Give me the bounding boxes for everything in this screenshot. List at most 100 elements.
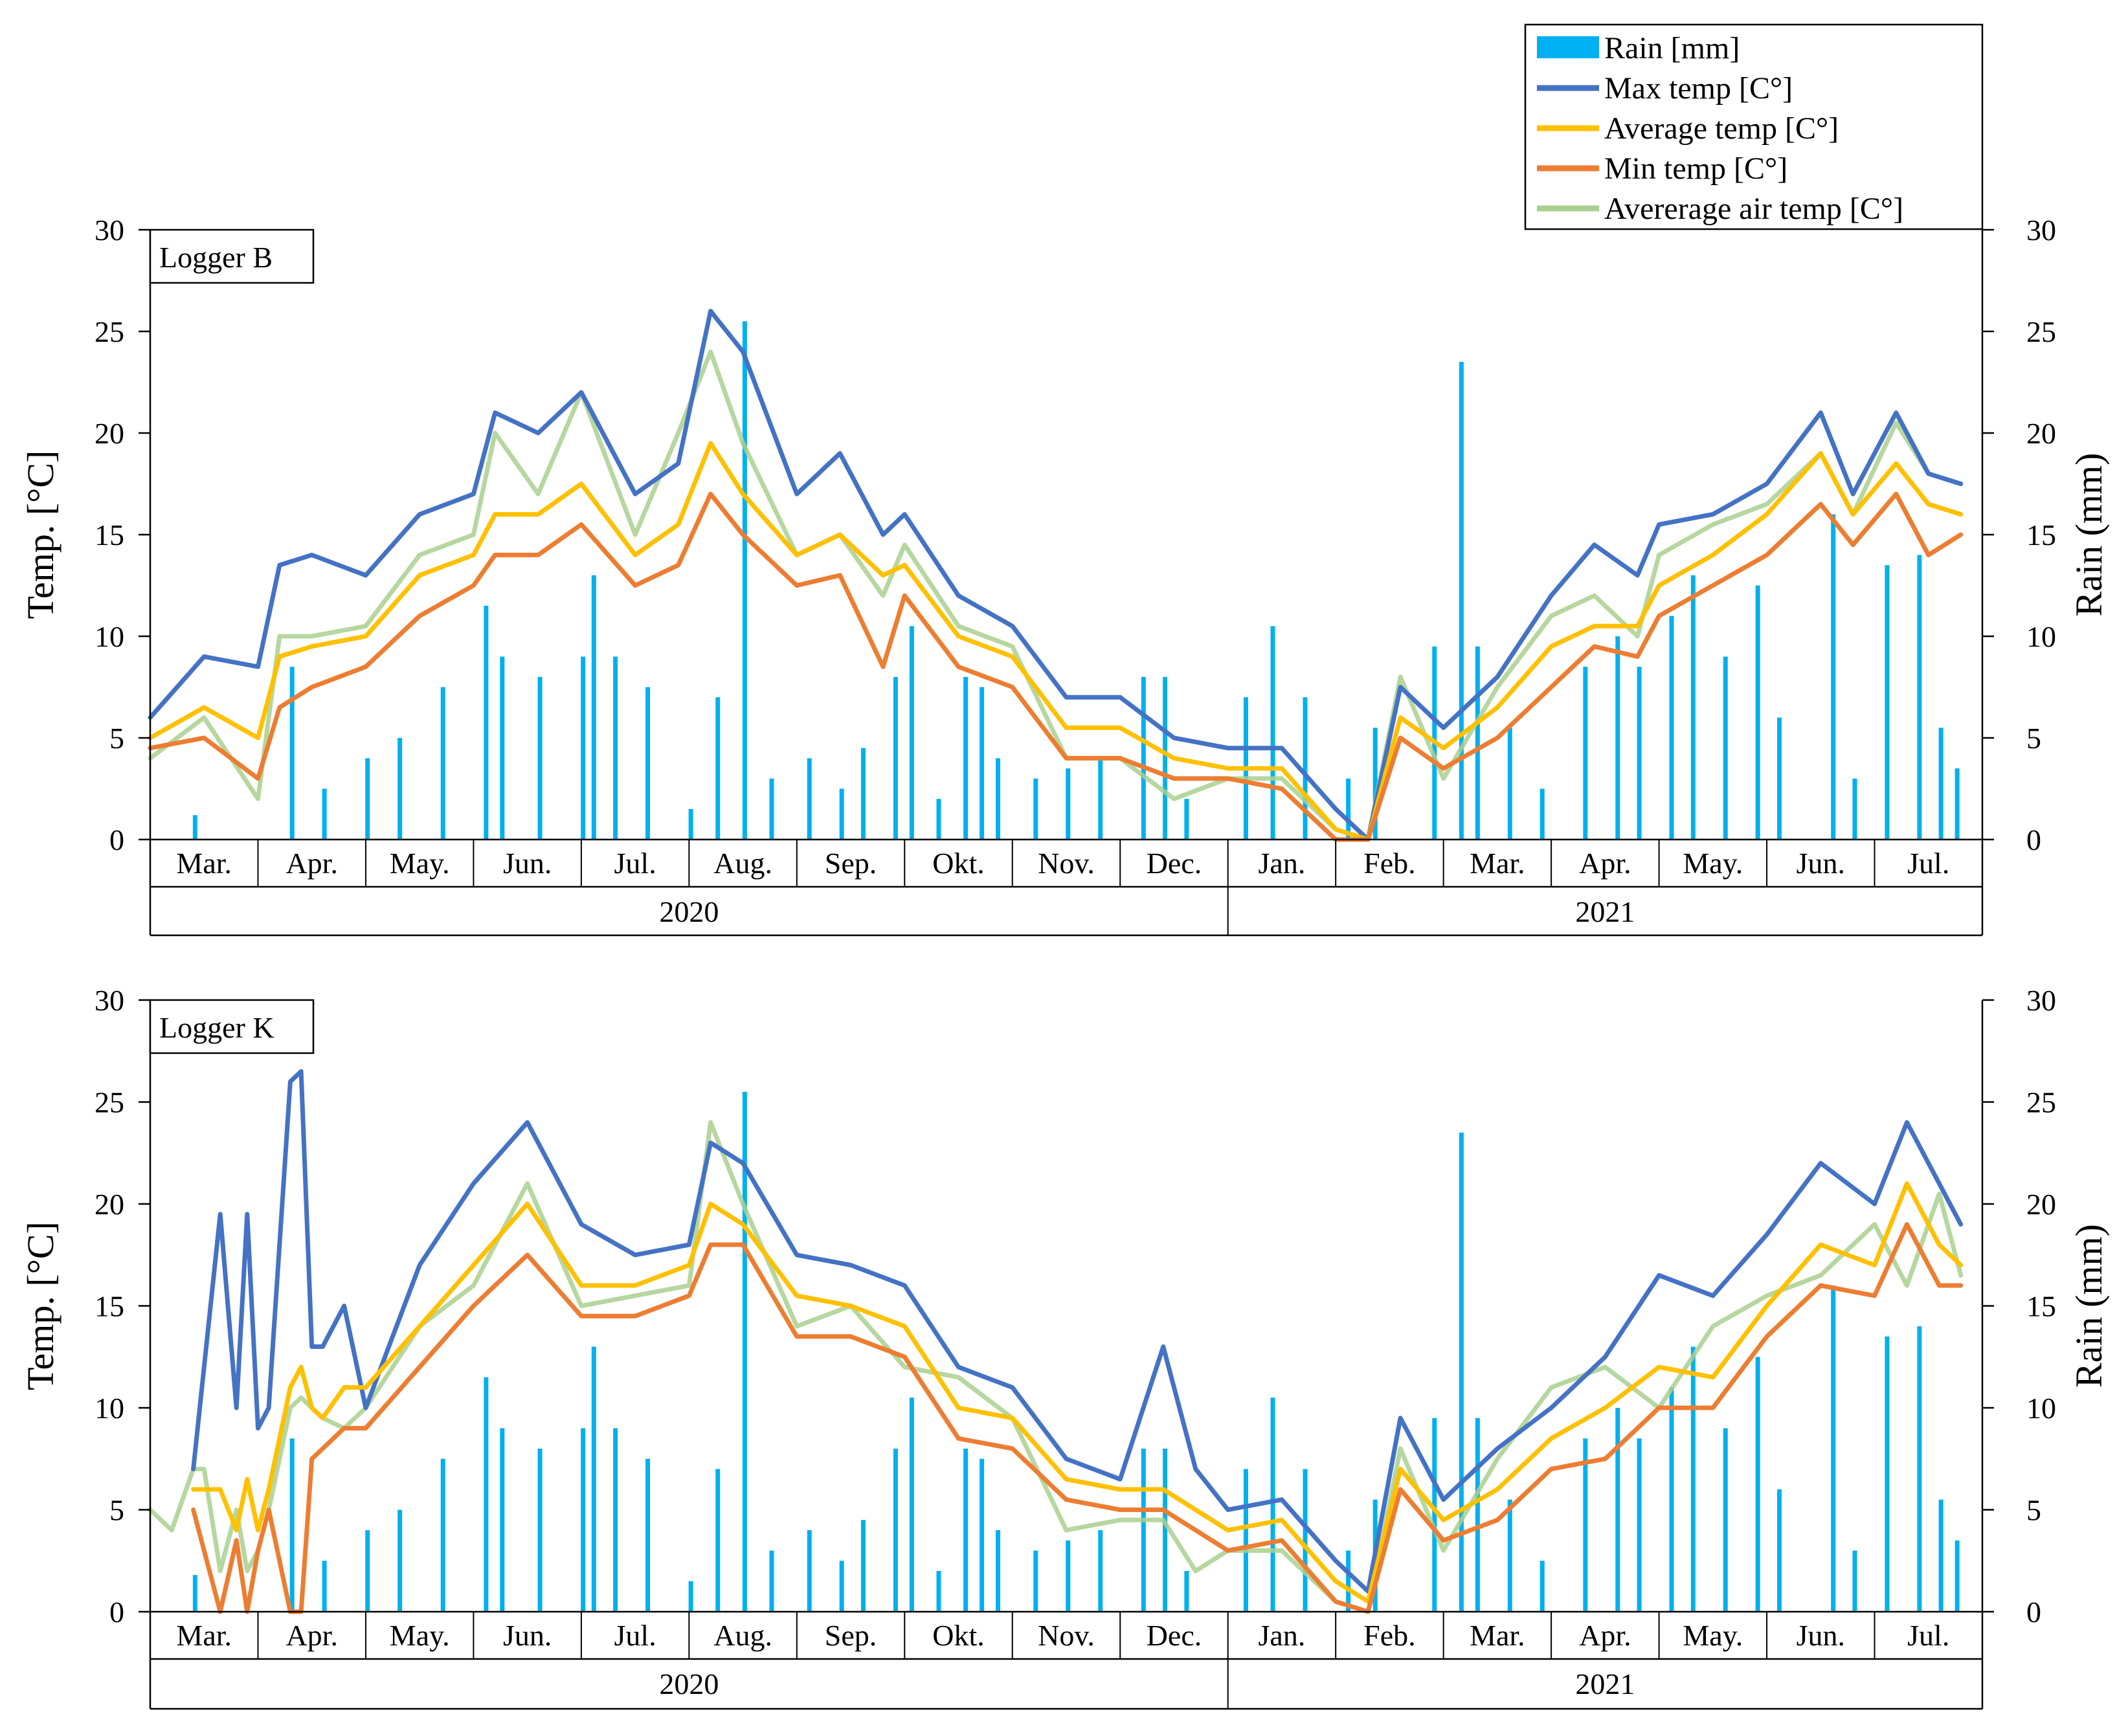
rain-bar — [1243, 1469, 1248, 1612]
rain-bar — [1540, 1561, 1545, 1612]
month-label: Apr. — [286, 1619, 338, 1652]
rain-bar — [1669, 1387, 1674, 1612]
legend-swatch-rain — [1537, 36, 1599, 58]
month-label: May. — [1683, 1619, 1743, 1652]
y-tick-label: 30 — [95, 214, 124, 247]
rain-bar — [1938, 1499, 1943, 1612]
rain-bar — [500, 656, 505, 840]
rain-bar — [398, 738, 403, 840]
month-label: Sep. — [825, 1619, 877, 1652]
rain-bar — [591, 575, 596, 840]
rain-bar — [860, 748, 866, 840]
year-label: 2021 — [1575, 1667, 1635, 1700]
y2-tick-label: 25 — [2026, 315, 2056, 348]
rain-bar — [936, 1571, 941, 1612]
rain-bar — [742, 1091, 747, 1612]
rain-bar — [688, 1581, 693, 1612]
rain-bar — [1507, 1499, 1512, 1612]
month-label: Apr. — [1579, 847, 1631, 880]
rain-bar — [1033, 778, 1038, 840]
legend-box — [1524, 23, 1984, 230]
series-line-min — [148, 491, 1964, 842]
rain-bar — [893, 676, 898, 840]
rain-bar — [1852, 1550, 1857, 1612]
rain-bar — [1954, 768, 1960, 840]
rain-bar — [365, 758, 370, 840]
rain-bar — [980, 687, 985, 840]
y2-tick-label: 5 — [2026, 722, 2041, 755]
panel-label-box — [149, 228, 315, 284]
legend-label: Max temp [C°] — [1604, 71, 1793, 106]
rain-bar — [715, 697, 721, 840]
rain-bar — [893, 1449, 898, 1612]
rain-bar — [1831, 514, 1836, 840]
rain-bar — [839, 1561, 844, 1612]
y2-tick-label: 25 — [2026, 1086, 2056, 1119]
y2-tick-label: 20 — [2026, 1188, 2056, 1221]
rain-bar — [807, 1530, 812, 1612]
y-axis-title: Temp. [°C] — [19, 451, 62, 619]
rain-bar — [1432, 1418, 1437, 1612]
y2-tick-label: 10 — [2026, 1392, 2056, 1425]
y-tick-label: 15 — [95, 518, 124, 551]
rain-bar — [1917, 1326, 1922, 1612]
rain-bar — [1184, 799, 1189, 840]
rain-bar — [322, 788, 327, 840]
rain-bar — [1184, 1571, 1189, 1612]
y-axis-title: Temp. [°C] — [19, 1221, 62, 1390]
rain-bar — [1372, 728, 1378, 840]
month-label: Mar. — [1470, 847, 1525, 880]
year-label: 2020 — [659, 1667, 719, 1700]
rain-bar — [1938, 728, 1943, 840]
rain-bar — [1303, 697, 1308, 840]
month-label: Jun. — [503, 847, 552, 880]
rain-bar — [289, 667, 295, 840]
y-tick-label: 25 — [95, 1086, 124, 1119]
rain-bar — [581, 1428, 586, 1612]
rain-bar — [1954, 1540, 1960, 1612]
rain-bar — [1346, 1550, 1351, 1612]
rain-bar — [963, 676, 969, 840]
month-label: Mar. — [176, 1619, 232, 1652]
y-tick-label: 0 — [109, 823, 124, 856]
month-label: Sep. — [825, 847, 877, 880]
y-tick-label: 20 — [95, 1188, 124, 1221]
y2-tick-label: 20 — [2026, 417, 2056, 450]
rain-bar — [1755, 585, 1760, 840]
y2-axis-title: Rain (mm) — [2068, 453, 2110, 617]
rain-bar — [591, 1346, 596, 1612]
y-tick-label: 10 — [95, 1392, 124, 1425]
rain-bar — [909, 626, 914, 840]
rain-bar — [807, 758, 812, 840]
rain-bar — [484, 605, 489, 840]
y2-tick-label: 0 — [2026, 1596, 2041, 1629]
rain-bar — [1776, 1489, 1782, 1612]
rain-bar — [1141, 1449, 1146, 1612]
y2-tick-label: 5 — [2026, 1494, 2041, 1527]
month-label: Feb. — [1363, 1619, 1416, 1652]
rain-bar — [537, 1449, 543, 1612]
rain-bar — [613, 1428, 618, 1612]
rain-bar — [1033, 1550, 1038, 1612]
rain-bar — [1583, 1438, 1588, 1612]
rain-bar — [996, 1530, 1001, 1612]
rain-bar — [645, 1458, 651, 1612]
legend-label: Average temp [C°] — [1604, 111, 1839, 146]
rain-bar — [1615, 636, 1620, 840]
rain-bar — [613, 656, 618, 840]
legend-label: Min temp [C°] — [1604, 151, 1787, 186]
rain-bar — [860, 1520, 866, 1612]
month-label: Feb. — [1363, 847, 1416, 880]
rain-bar — [1776, 717, 1782, 840]
month-label: May. — [1683, 847, 1743, 880]
rain-bar — [1346, 778, 1351, 840]
month-label: Apr. — [286, 847, 338, 880]
rain-bar — [1885, 565, 1890, 840]
rain-bar — [769, 1550, 774, 1612]
rain-bar — [1163, 676, 1168, 840]
month-label: Dec. — [1147, 1619, 1202, 1652]
month-label: Aug. — [713, 847, 772, 880]
rain-bar — [769, 778, 774, 840]
y2-axis-title: Rain (mm) — [2068, 1224, 2110, 1388]
